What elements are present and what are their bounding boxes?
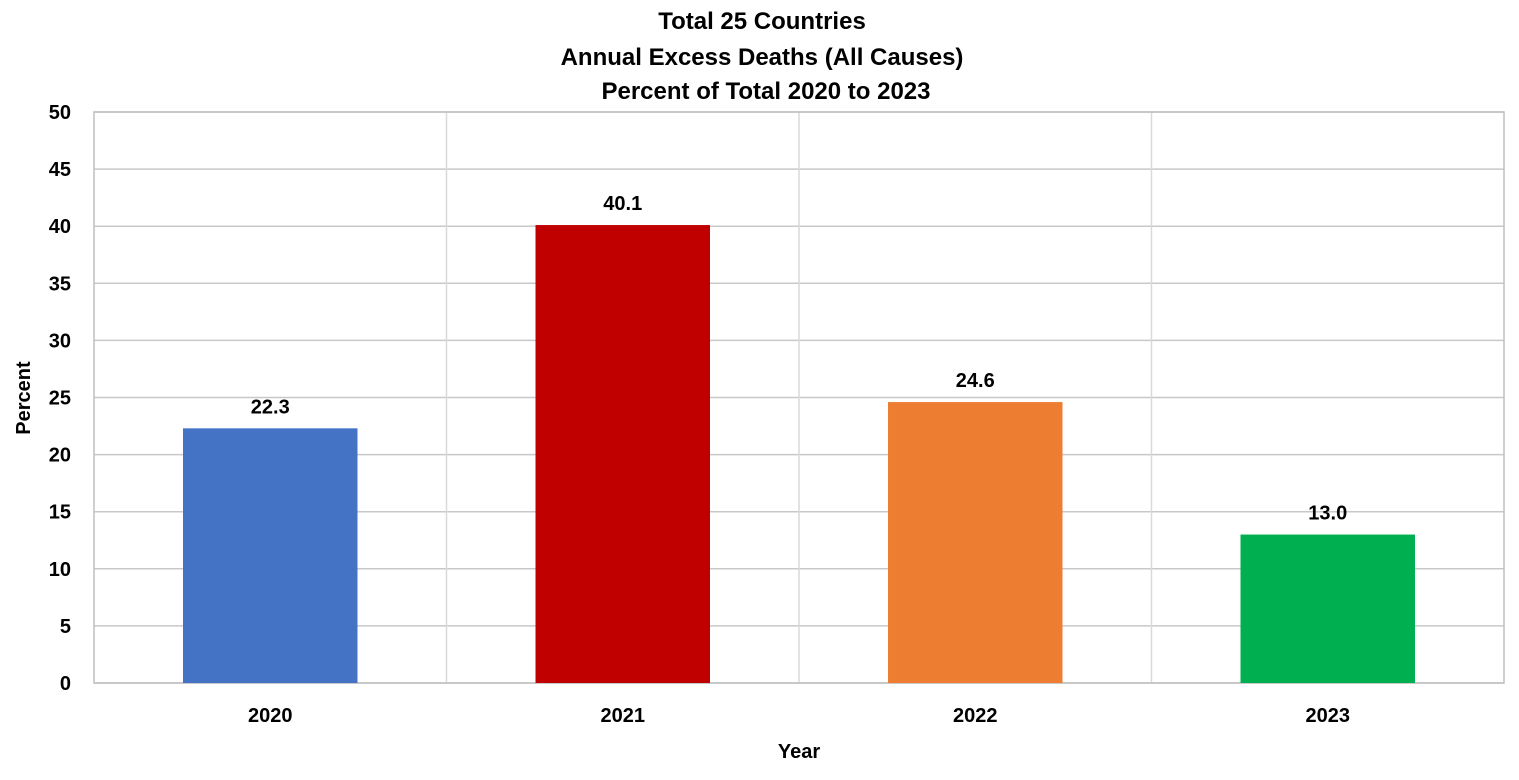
- y-axis-label: Percent: [13, 361, 35, 435]
- chart-title-line-2: Annual Excess Deaths (All Causes): [561, 44, 964, 71]
- data-labels: 22.3 40.1 24.6 13.0: [251, 193, 1347, 524]
- data-label-2020: 22.3: [251, 396, 290, 418]
- y-tick-label-25: 25: [49, 388, 71, 410]
- bar-2022: [888, 402, 1063, 683]
- data-label-2021: 40.1: [603, 193, 642, 215]
- chart-title-line-3: Percent of Total 2020 to 2023: [601, 78, 930, 105]
- x-tick-label-2022: 2022: [953, 705, 998, 727]
- bar-2020: [183, 428, 358, 683]
- bar-2021: [535, 225, 710, 684]
- y-tick-label-30: 30: [49, 330, 71, 352]
- y-axis-ticks: 0 5 10 15 20 25 30 35 40 45 50: [49, 102, 71, 695]
- data-label-2022: 24.6: [956, 370, 995, 392]
- y-tick-label-35: 35: [49, 273, 71, 295]
- y-tick-label-5: 5: [60, 616, 71, 638]
- plot-area-border: [93, 111, 1505, 684]
- y-tick-label-40: 40: [49, 216, 71, 238]
- y-tick-label-50: 50: [49, 102, 71, 124]
- chart-title: Total 25 Countries Annual Excess Deaths …: [561, 8, 964, 105]
- bar-2023: [1240, 534, 1415, 683]
- y-tick-label-0: 0: [60, 673, 71, 695]
- y-tick-label-10: 10: [49, 559, 71, 581]
- y-tick-label-20: 20: [49, 445, 71, 467]
- chart-title-line-1: Total 25 Countries: [658, 8, 866, 35]
- bars: [183, 225, 1415, 684]
- y-tick-label-15: 15: [49, 502, 71, 524]
- x-tick-label-2021: 2021: [601, 705, 646, 727]
- data-label-2023: 13.0: [1308, 503, 1347, 525]
- x-axis-ticks: 2020 2021 2022 2023: [248, 705, 1350, 727]
- x-tick-label-2023: 2023: [1306, 705, 1351, 727]
- x-axis-label: Year: [778, 741, 820, 763]
- category-separators: [445, 112, 1153, 683]
- y-tick-label-45: 45: [49, 159, 71, 181]
- x-tick-label-2020: 2020: [248, 705, 293, 727]
